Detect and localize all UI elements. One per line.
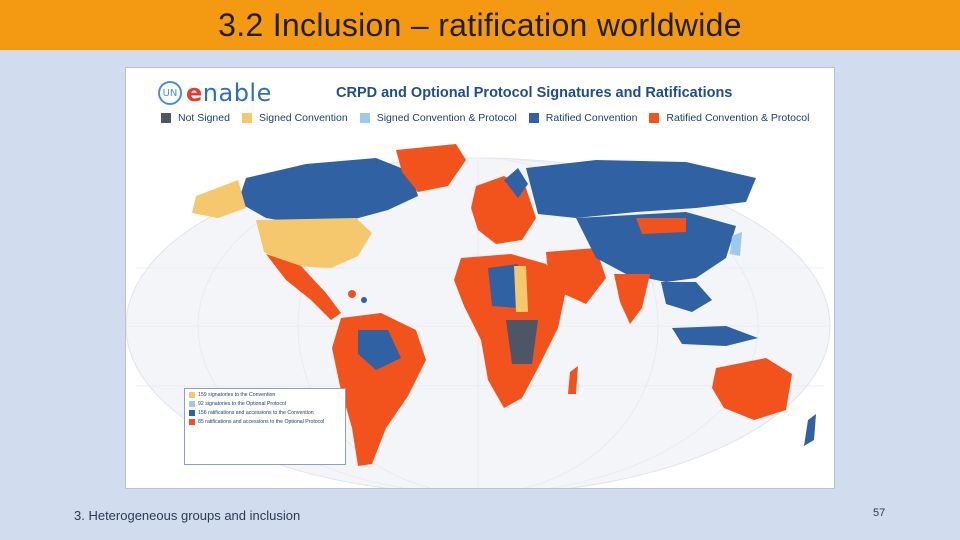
indonesia-shape	[672, 326, 758, 346]
middle-east-shape	[546, 248, 606, 304]
legend-swatch	[649, 113, 660, 123]
asia-shape	[576, 212, 736, 282]
map-legend: Not Signed Signed Convention Signed Conv…	[161, 112, 809, 124]
enable-logo: UN enable	[158, 79, 272, 107]
map-title: CRPD and Optional Protocol Signatures an…	[336, 85, 733, 101]
canada-shape	[238, 158, 418, 224]
un-emblem-icon: UN	[158, 81, 182, 105]
legend-item-signed-convention: Signed Convention	[241, 112, 348, 124]
legend-swatch	[359, 113, 370, 123]
enable-logo-text: enable	[186, 79, 272, 107]
world-map-figure: UN enable CRPD and Optional Protocol Sig…	[125, 67, 835, 489]
legend-item-not-signed: Not Signed	[161, 112, 230, 124]
stat-swatch	[189, 392, 195, 398]
ratification-stats-box: 159 signatories to the Convention 92 sig…	[184, 388, 346, 465]
page-number: 57	[873, 507, 886, 519]
stat-swatch	[189, 419, 195, 425]
india-shape	[614, 274, 650, 324]
stat-swatch	[189, 410, 195, 416]
slide-footer: 3. Heterogeneous groups and inclusion	[74, 508, 301, 523]
stat-item: 92 signatories to the Optional Protocol	[189, 401, 341, 407]
usa-shape	[256, 218, 372, 268]
russia-shape	[526, 160, 756, 218]
legend-item-signed-convention-protocol: Signed Convention & Protocol	[359, 112, 517, 124]
mexico-shape	[266, 254, 341, 320]
stat-item: 156 ratifications and accessions to the …	[189, 410, 341, 416]
legend-swatch	[241, 113, 252, 123]
legend-item-ratified-convention-protocol: Ratified Convention & Protocol	[649, 112, 809, 124]
slide-title: 3.2 Inclusion – ratification worldwide	[218, 6, 742, 43]
stat-swatch	[189, 401, 195, 407]
australia-shape	[712, 358, 792, 420]
south-america-shape	[332, 313, 426, 466]
caribbean-shape	[348, 290, 356, 298]
alaska-shape	[192, 180, 246, 218]
greenland-shape	[396, 144, 466, 192]
southeast-asia-shape	[661, 282, 712, 312]
legend-item-ratified-convention: Ratified Convention	[528, 112, 637, 124]
title-bar: 3.2 Inclusion – ratification worldwide	[0, 0, 960, 50]
stat-item: 159 signatories to the Convention	[189, 392, 341, 398]
legend-swatch	[161, 113, 171, 123]
new-zealand-shape	[804, 414, 816, 446]
japan-shape	[730, 232, 742, 256]
stat-item: 85 ratifications and accessions to the O…	[189, 419, 341, 425]
legend-swatch	[528, 113, 539, 123]
